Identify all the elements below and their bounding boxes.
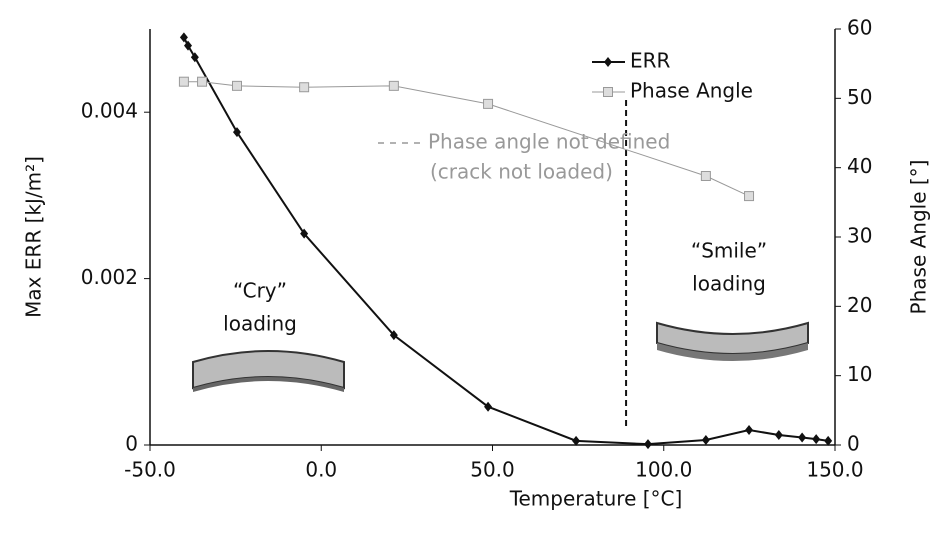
legend-marker <box>604 57 612 67</box>
x-tick-label: 150.0 <box>806 458 863 482</box>
point <box>774 430 783 441</box>
series-line <box>183 81 750 197</box>
y-tick-label: 0 <box>125 432 138 456</box>
y2-tick-label: 10 <box>847 362 872 386</box>
point <box>824 435 833 446</box>
y-tick-label: 0.004 <box>81 99 138 123</box>
x-tick-label: 0.0 <box>305 458 337 482</box>
point <box>744 191 755 202</box>
point <box>232 127 241 138</box>
y2-axis-label: Phase Angle [°] <box>907 160 931 315</box>
y-tick-label: 0.002 <box>81 265 138 289</box>
cry-beam <box>192 350 345 392</box>
point <box>812 434 821 445</box>
legend-marker <box>603 87 613 97</box>
point <box>572 435 581 446</box>
y-axis-label: Max ERR [kJ/m²] <box>22 156 46 318</box>
point <box>300 228 309 239</box>
legend-label: Phase Angle <box>630 79 753 103</box>
annotation: “Smile” <box>691 239 767 263</box>
point <box>190 52 199 63</box>
point <box>231 80 242 91</box>
annotation: Phase angle not defined <box>428 130 670 154</box>
point <box>745 425 754 436</box>
point <box>184 40 193 51</box>
point <box>643 439 652 450</box>
point <box>483 98 494 109</box>
annotation: loading <box>692 272 766 296</box>
annotation: (crack not loaded) <box>430 160 613 184</box>
point <box>798 432 807 443</box>
point <box>179 32 188 43</box>
y2-tick-label: 50 <box>847 85 872 109</box>
point <box>388 80 399 91</box>
x-tick-label: 100.0 <box>635 458 692 482</box>
y2-tick-label: 40 <box>847 154 872 178</box>
x-tick-label: -50.0 <box>124 458 176 482</box>
point <box>701 435 710 446</box>
point <box>178 76 189 87</box>
annotation: “Cry” <box>233 279 287 303</box>
smile-beam <box>656 321 809 361</box>
y2-tick-label: 30 <box>847 224 872 248</box>
x-tick-label: 50.0 <box>470 458 515 482</box>
point <box>484 401 493 412</box>
x-axis-label: Temperature [°C] <box>509 487 683 511</box>
point <box>389 330 398 341</box>
legend-label: ERR <box>630 49 671 73</box>
point <box>197 76 208 87</box>
y2-tick-label: 0 <box>847 432 860 456</box>
point <box>700 170 711 181</box>
y2-tick-label: 60 <box>847 16 872 40</box>
point <box>299 82 310 93</box>
annotation: loading <box>223 312 297 336</box>
y2-tick-label: 20 <box>847 293 872 317</box>
